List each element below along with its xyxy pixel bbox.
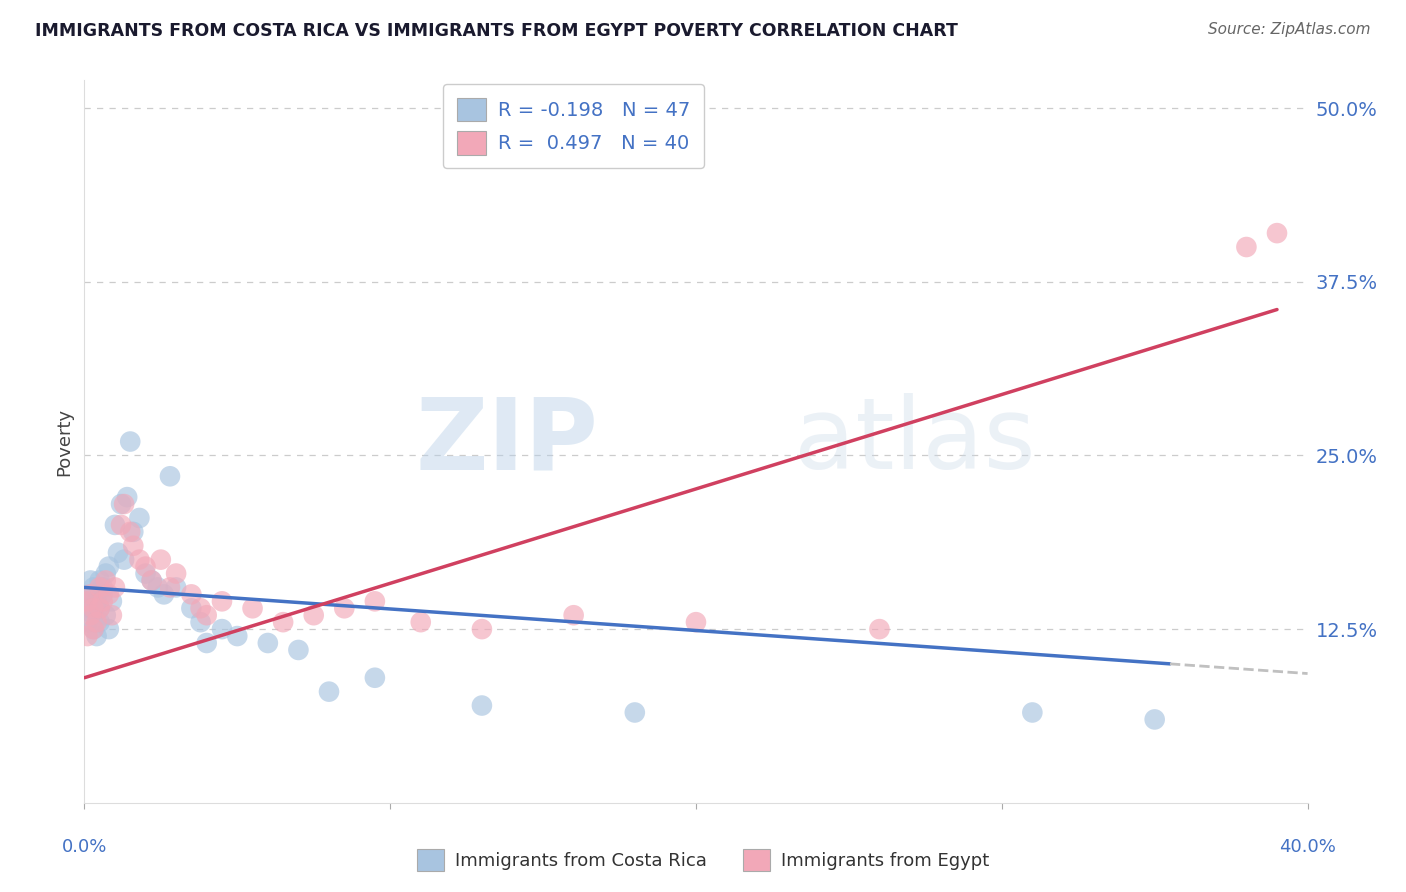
Point — [141, 574, 163, 588]
Legend: Immigrants from Costa Rica, Immigrants from Egypt: Immigrants from Costa Rica, Immigrants f… — [409, 842, 997, 879]
Point — [112, 552, 135, 566]
Point — [91, 594, 114, 608]
Point — [318, 684, 340, 698]
Text: Source: ZipAtlas.com: Source: ZipAtlas.com — [1208, 22, 1371, 37]
Point — [115, 490, 138, 504]
Point — [86, 594, 108, 608]
Point — [685, 615, 707, 630]
Point — [79, 587, 101, 601]
Point — [122, 539, 145, 553]
Point — [364, 671, 387, 685]
Point — [91, 587, 114, 601]
Text: 0.0%: 0.0% — [62, 838, 107, 855]
Point — [226, 629, 249, 643]
Point — [159, 469, 181, 483]
Point — [141, 574, 163, 588]
Point — [195, 636, 218, 650]
Point — [89, 574, 111, 588]
Point — [1236, 240, 1258, 254]
Point — [107, 546, 129, 560]
Point — [122, 524, 145, 539]
Point — [287, 643, 309, 657]
Point — [165, 581, 187, 595]
Point — [110, 497, 132, 511]
Point — [333, 601, 356, 615]
Point — [1143, 713, 1166, 727]
Point — [83, 608, 105, 623]
Point — [271, 615, 294, 630]
Point — [153, 587, 176, 601]
Point — [110, 517, 132, 532]
Point — [128, 552, 150, 566]
Point — [120, 524, 142, 539]
Point — [135, 566, 157, 581]
Point — [190, 615, 212, 630]
Point — [94, 608, 117, 623]
Point — [180, 601, 202, 615]
Point — [409, 615, 432, 630]
Point — [79, 574, 101, 588]
Point — [104, 517, 127, 532]
Point — [89, 601, 111, 615]
Y-axis label: Poverty: Poverty — [55, 408, 73, 475]
Point — [364, 594, 387, 608]
Point — [83, 601, 105, 615]
Point — [180, 587, 202, 601]
Point — [101, 608, 124, 623]
Legend: R = -0.198   N = 47, R =  0.497   N = 40: R = -0.198 N = 47, R = 0.497 N = 40 — [443, 84, 704, 169]
Point — [1021, 706, 1043, 720]
Point — [89, 615, 111, 630]
Point — [83, 622, 105, 636]
Point — [94, 574, 117, 588]
Point — [97, 587, 120, 601]
Point — [562, 608, 585, 623]
Text: atlas: atlas — [794, 393, 1035, 490]
Point — [242, 601, 264, 615]
Point — [471, 698, 494, 713]
Point — [159, 581, 181, 595]
Point — [83, 622, 105, 636]
Point — [104, 581, 127, 595]
Point — [624, 706, 647, 720]
Point — [195, 608, 218, 623]
Point — [149, 552, 172, 566]
Point — [257, 636, 280, 650]
Point — [165, 566, 187, 581]
Point — [211, 622, 233, 636]
Point — [302, 608, 325, 623]
Text: ZIP: ZIP — [415, 393, 598, 490]
Text: IMMIGRANTS FROM COSTA RICA VS IMMIGRANTS FROM EGYPT POVERTY CORRELATION CHART: IMMIGRANTS FROM COSTA RICA VS IMMIGRANTS… — [35, 22, 957, 40]
Point — [83, 581, 105, 595]
Point — [86, 629, 108, 643]
Point — [76, 615, 98, 630]
Point — [97, 622, 120, 636]
Point — [89, 601, 111, 615]
Point — [79, 587, 101, 601]
Point — [101, 594, 124, 608]
Point — [97, 559, 120, 574]
Point — [76, 629, 98, 643]
Point — [146, 581, 169, 595]
Point — [211, 594, 233, 608]
Point — [89, 581, 111, 595]
Point — [79, 601, 101, 615]
Point — [120, 434, 142, 449]
Point — [190, 601, 212, 615]
Point — [128, 511, 150, 525]
Text: 40.0%: 40.0% — [1279, 838, 1336, 855]
Point — [471, 622, 494, 636]
Point — [76, 594, 98, 608]
Point — [869, 622, 891, 636]
Point — [79, 608, 101, 623]
Point — [1265, 226, 1288, 240]
Point — [135, 559, 157, 574]
Point — [91, 581, 114, 595]
Point — [76, 594, 98, 608]
Point — [86, 615, 108, 630]
Point — [112, 497, 135, 511]
Point — [94, 566, 117, 581]
